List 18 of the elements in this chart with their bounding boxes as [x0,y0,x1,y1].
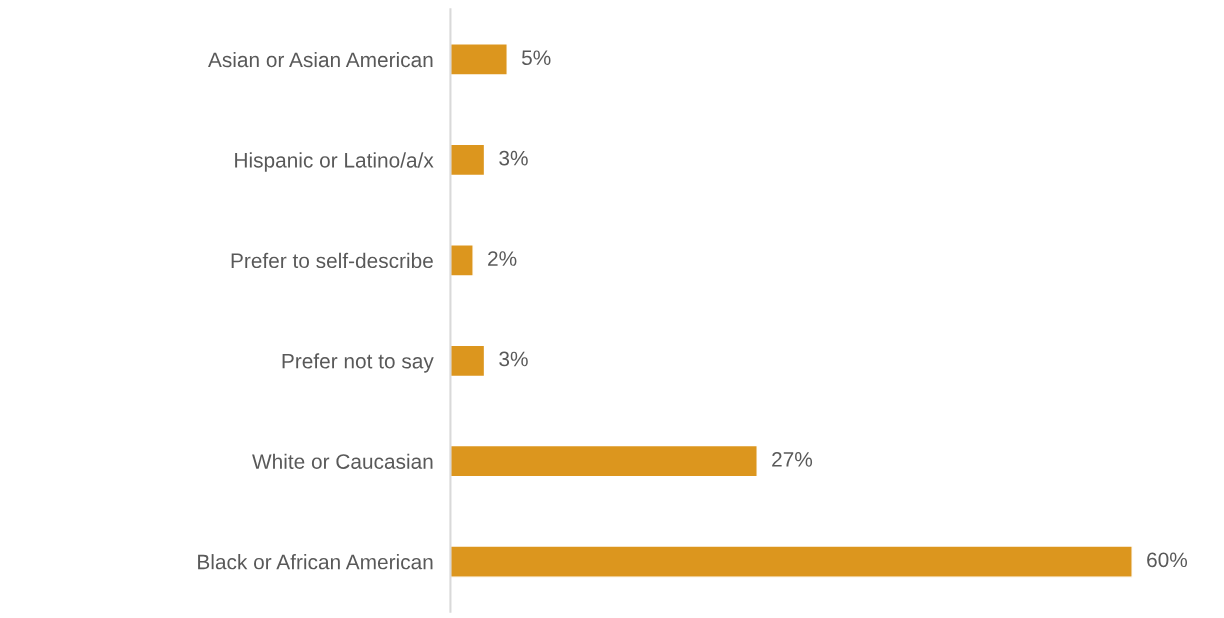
data-label: 2% [488,251,517,266]
bar [450,344,486,378]
y-tick-label: Prefer not to say [282,353,434,373]
y-tick-label: Hispanic or Latino/a/x [235,152,434,172]
data-label: 60% [1147,552,1188,568]
y-tick-label: Asian or Asian American [208,51,433,68]
data-label: 5% [521,50,551,66]
data-label: 3% [499,351,528,367]
bar [450,545,1133,578]
data-label: 3% [499,150,528,166]
bar [450,143,486,177]
y-tick-label: Prefer to self-describe [231,252,433,269]
bar [450,244,474,277]
y-tick-label: Black or African American [198,554,433,570]
data-label: 27% [772,452,813,467]
bar [450,43,508,76]
bar [450,444,758,478]
y-tick-label: White or Caucasian [252,453,433,469]
